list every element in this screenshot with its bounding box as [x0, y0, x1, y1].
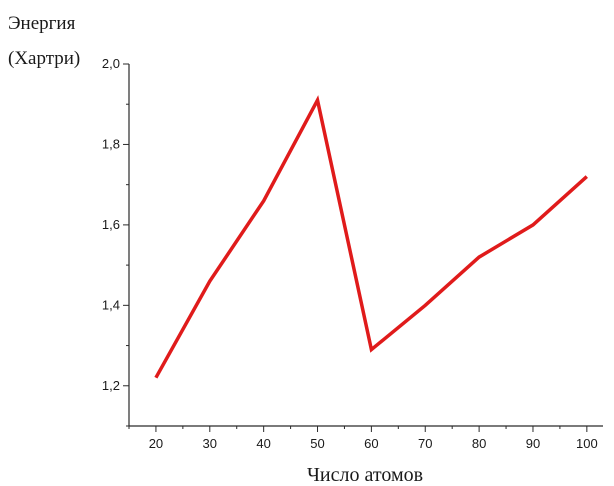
x-ticks: 20 30 40 50 60 70 80 90 100 [128, 426, 598, 451]
x-tick-label: 30 [203, 436, 217, 451]
x-axis-label: Число атомов [307, 464, 423, 486]
y-tick-label: 1,2 [102, 378, 120, 393]
x-tick-label: 20 [149, 436, 163, 451]
series-group [154, 95, 588, 379]
y-tick-label: 1,4 [102, 297, 120, 312]
x-tick-label: 70 [418, 436, 432, 451]
y-tick-label: 1,8 [102, 136, 120, 151]
x-tick-label: 90 [526, 436, 540, 451]
series-line-0 [154, 95, 588, 379]
x-tick-label: 50 [310, 436, 324, 451]
y-axis-label-line-2: (Хартри) [8, 48, 80, 69]
y-tick-label: 1,6 [102, 217, 120, 232]
y-axis-label-line-1: Энергия [8, 13, 76, 34]
x-tick-label: 40 [256, 436, 270, 451]
y-ticks: 1,2 1,4 1,6 1,8 2,0 [102, 56, 129, 427]
x-tick-label: 100 [576, 436, 598, 451]
x-tick-label: 80 [472, 436, 486, 451]
x-tick-label: 60 [364, 436, 378, 451]
y-tick-label: 2,0 [102, 56, 120, 71]
axes [128, 64, 603, 427]
